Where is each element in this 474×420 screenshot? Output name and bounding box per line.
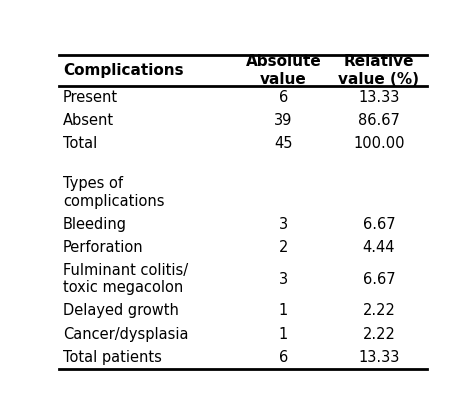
Text: 2.22: 2.22 (363, 327, 395, 341)
Text: Relative
value (%): Relative value (%) (338, 54, 419, 87)
Text: Absolute
value: Absolute value (246, 54, 321, 87)
Text: 2.22: 2.22 (363, 303, 395, 318)
Text: Absent: Absent (63, 113, 114, 128)
Text: Cancer/dysplasia: Cancer/dysplasia (63, 327, 189, 341)
Text: Types of
complications: Types of complications (63, 176, 164, 209)
Text: 39: 39 (274, 113, 292, 128)
Text: Complications: Complications (63, 63, 183, 78)
Text: 6.67: 6.67 (363, 272, 395, 287)
Text: 45: 45 (274, 136, 292, 152)
Text: Fulminant colitis/
toxic megacolon: Fulminant colitis/ toxic megacolon (63, 263, 188, 295)
Text: 4.44: 4.44 (363, 240, 395, 255)
Text: Total patients: Total patients (63, 350, 162, 365)
Text: Total: Total (63, 136, 97, 152)
Text: 1: 1 (279, 303, 288, 318)
Text: 13.33: 13.33 (358, 350, 400, 365)
Text: 6.67: 6.67 (363, 217, 395, 232)
Text: Delayed growth: Delayed growth (63, 303, 179, 318)
Text: 2: 2 (279, 240, 288, 255)
Text: 13.33: 13.33 (358, 90, 400, 105)
Text: Present: Present (63, 90, 118, 105)
Text: 3: 3 (279, 272, 288, 287)
Text: 6: 6 (279, 90, 288, 105)
Text: Perforation: Perforation (63, 240, 144, 255)
Text: 1: 1 (279, 327, 288, 341)
Text: 6: 6 (279, 350, 288, 365)
Text: 3: 3 (279, 217, 288, 232)
Text: 100.00: 100.00 (353, 136, 405, 152)
Text: Bleeding: Bleeding (63, 217, 127, 232)
Text: 86.67: 86.67 (358, 113, 400, 128)
